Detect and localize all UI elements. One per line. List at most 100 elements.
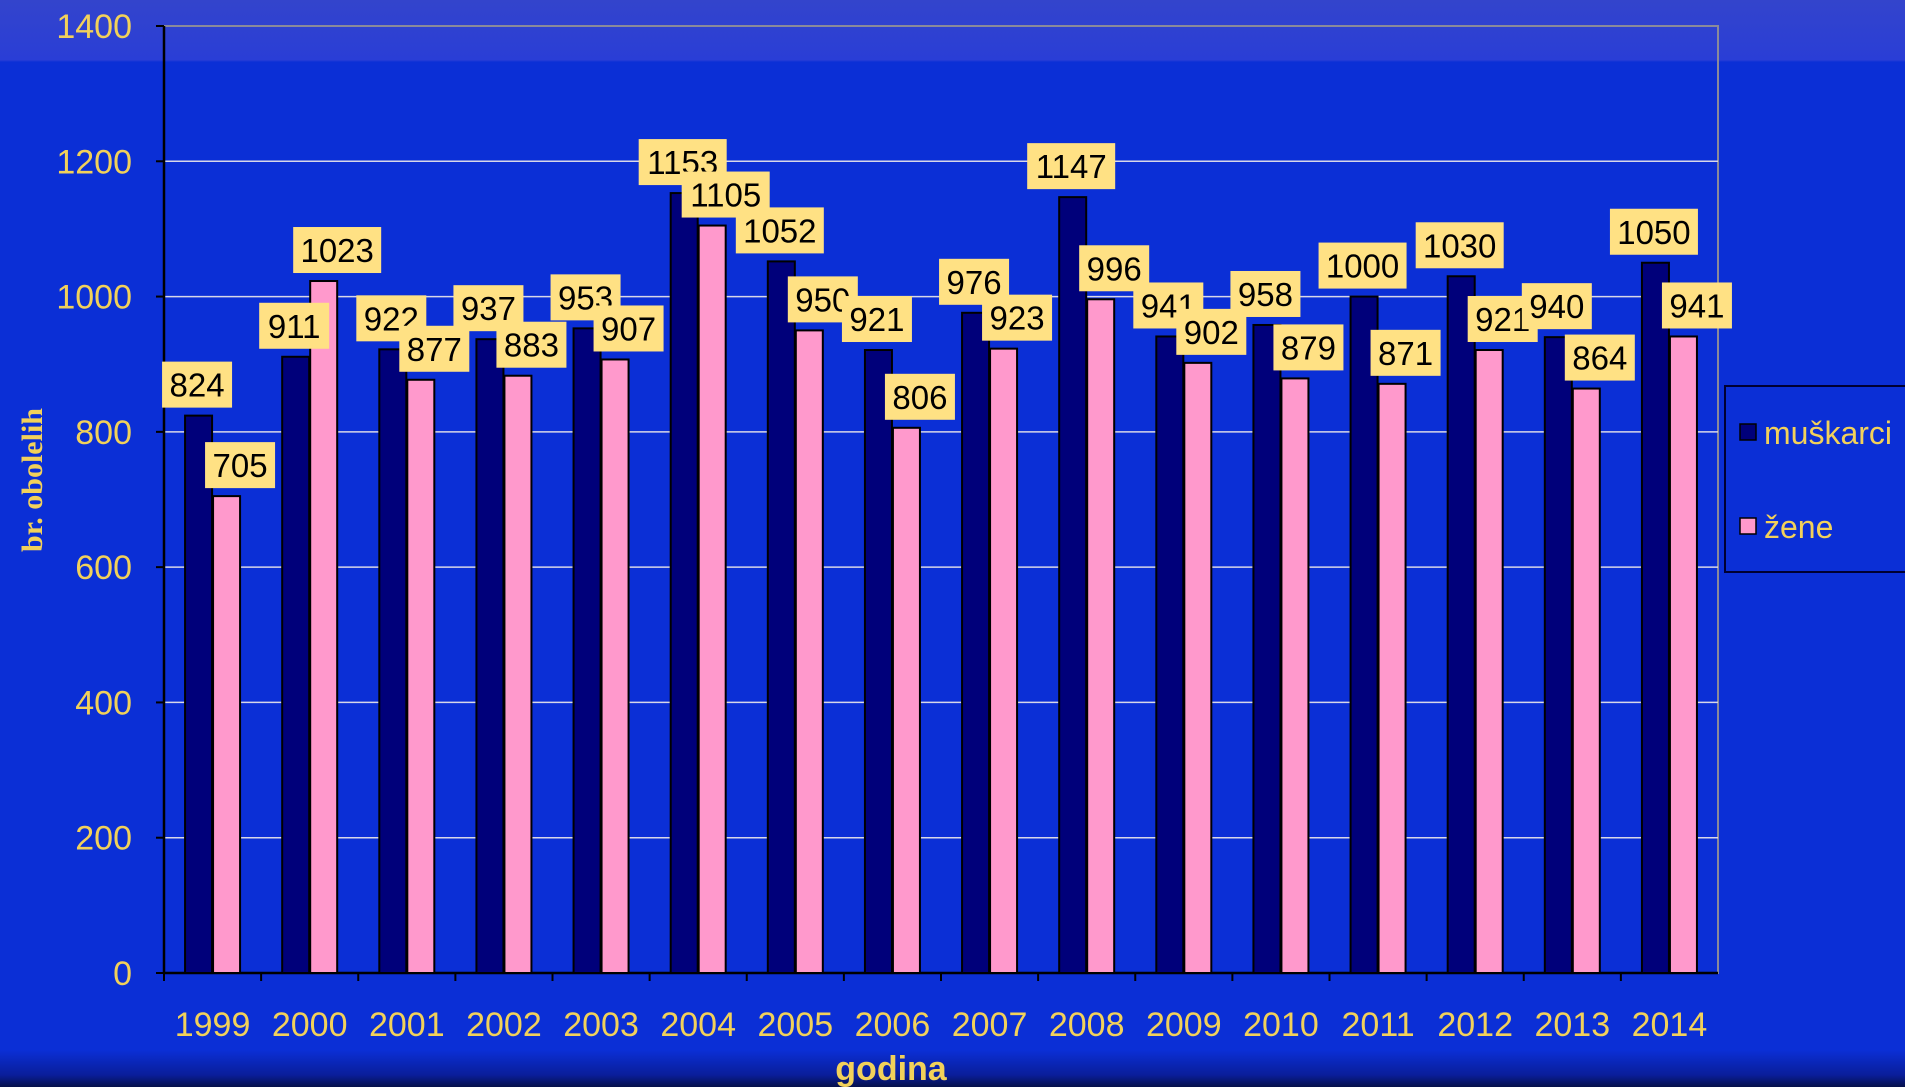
data-label-box — [1661, 282, 1732, 329]
x-tick-label: 1999 — [175, 1006, 251, 1044]
data-label-zene-2007: 923 — [982, 294, 1053, 341]
bar-zene-2002 — [503, 374, 533, 974]
data-label-zene-2010: 879 — [1273, 324, 1344, 371]
legend-swatch-zene — [1739, 517, 1757, 535]
data-label-text: 902 — [1184, 314, 1239, 351]
data-label-box — [496, 321, 567, 368]
data-label-text: 1023 — [300, 232, 373, 269]
bar-muskarci-2002 — [475, 338, 505, 975]
legend-frame — [1724, 385, 1905, 573]
data-label-box — [982, 294, 1053, 341]
data-label-muskarci-2007: 976 — [939, 258, 1010, 305]
x-tick-label: 2013 — [1534, 1006, 1610, 1044]
bar-zene-2003 — [600, 358, 630, 974]
data-label-text: 976 — [947, 264, 1002, 301]
data-label-muskarci-2003: 953 — [550, 274, 621, 321]
data-label-box — [593, 305, 664, 352]
data-label-text: 911 — [268, 308, 321, 345]
bar-muskarci-2006 — [863, 349, 893, 974]
data-label-box — [1318, 242, 1407, 289]
x-tick-label: 2003 — [563, 1006, 639, 1044]
bar-muskarci-2008 — [1058, 196, 1088, 975]
bar-muskarci-2003 — [572, 327, 602, 974]
data-label-box — [735, 207, 824, 254]
x-tick-label: 2011 — [1342, 1006, 1415, 1044]
data-label-text: 950 — [795, 281, 850, 318]
data-label-box — [162, 361, 233, 408]
data-label-muskarci-2014: 1050 — [1609, 208, 1698, 255]
data-label-text: 937 — [461, 290, 516, 327]
data-label-text: 996 — [1087, 250, 1142, 287]
bar-zene-2011 — [1377, 382, 1407, 975]
data-label-box — [205, 442, 276, 489]
bar-muskarci-2007 — [961, 311, 991, 974]
data-label-text: 1147 — [1036, 148, 1107, 185]
x-tick-label: 2000 — [272, 1006, 348, 1044]
data-label-box — [841, 296, 912, 343]
legend-swatch-muskarci — [1739, 423, 1757, 441]
data-label-text: 1105 — [690, 177, 761, 214]
data-label-zene-2006: 806 — [884, 373, 955, 420]
bar-zene-2001 — [406, 378, 436, 974]
data-label-text: 958 — [1238, 276, 1293, 313]
x-tick-label: 2005 — [757, 1006, 833, 1044]
data-label-muskarci-2011: 1000 — [1318, 242, 1407, 289]
data-label-muskarci-2010: 958 — [1230, 270, 1301, 317]
data-label-zene-2003: 907 — [593, 305, 664, 352]
bar-zene-2005 — [794, 329, 824, 974]
data-label-zene-2011: 871 — [1370, 329, 1441, 376]
bar-muskarci-2011 — [1349, 295, 1379, 975]
bar-muskarci-2013 — [1543, 336, 1573, 974]
x-tick-label: 2008 — [1049, 1006, 1125, 1044]
legend-label-muskarci: muškarci — [1764, 415, 1892, 451]
y-tick-label: 1400 — [56, 8, 132, 46]
data-label-box — [1370, 329, 1441, 376]
data-label-text: 1030 — [1423, 227, 1496, 264]
y-tick-label: 0 — [113, 955, 132, 993]
y-axis-label: br. obolelih — [16, 408, 49, 552]
y-tick-label: 1000 — [56, 279, 132, 317]
data-label-text: 871 — [1378, 335, 1433, 372]
data-label-text: 921 — [1475, 301, 1530, 338]
data-labels: 8247059111023922877937883953907115311051… — [162, 139, 1732, 489]
data-label-muskarci-1999: 824 — [162, 361, 233, 408]
data-label-box — [1415, 222, 1504, 269]
bar-muskarci-2001 — [378, 348, 408, 974]
data-label-text: 824 — [170, 367, 225, 404]
bar-zene-2013 — [1571, 387, 1601, 974]
bar-muskarci-1999 — [184, 414, 214, 974]
y-tick-label: 1200 — [56, 143, 132, 181]
data-label-text: 879 — [1281, 329, 1336, 366]
data-label-box — [884, 373, 955, 420]
bar-zene-2012 — [1474, 349, 1504, 974]
x-axis-ticks: 1999 2000 2001 2002 2003 2004 2005 2006 2007 2008… — [163, 973, 1707, 1044]
data-label-box — [1230, 270, 1301, 317]
y-tick-label: 400 — [75, 684, 132, 722]
legend-label-zene: žene — [1764, 509, 1833, 545]
x-tick-label: 2012 — [1437, 1006, 1513, 1044]
x-tick-label: 2002 — [466, 1006, 542, 1044]
bar-muskarci-2014 — [1640, 261, 1670, 974]
data-label-zene-2002: 883 — [496, 321, 567, 368]
data-label-text: 705 — [213, 447, 268, 484]
data-label-text: 923 — [990, 300, 1045, 337]
data-label-zene-2014: 941 — [1661, 282, 1732, 329]
data-label-zene-2001: 877 — [399, 325, 470, 372]
legend: muškarci žene — [1724, 385, 1905, 573]
data-label-text: 940 — [1529, 288, 1584, 325]
data-label-box — [1609, 208, 1698, 255]
data-label-box — [293, 227, 382, 274]
bar-muskarci-2009 — [1155, 335, 1185, 974]
data-label-muskarci-2002: 937 — [453, 285, 524, 332]
data-label-zene-2013: 864 — [1564, 334, 1635, 381]
bar-zene-1999 — [212, 495, 242, 974]
bar-zene-2009 — [1183, 361, 1213, 974]
data-label-text: 883 — [504, 327, 559, 364]
y-tick-label: 600 — [75, 549, 132, 587]
data-label-muskarci-2008: 1147 — [1027, 143, 1116, 190]
x-tick-label: 2007 — [952, 1006, 1028, 1044]
bar-muskarci-2000 — [281, 355, 311, 974]
bar-zene-2014 — [1668, 335, 1698, 974]
data-label-text: 806 — [892, 379, 947, 416]
